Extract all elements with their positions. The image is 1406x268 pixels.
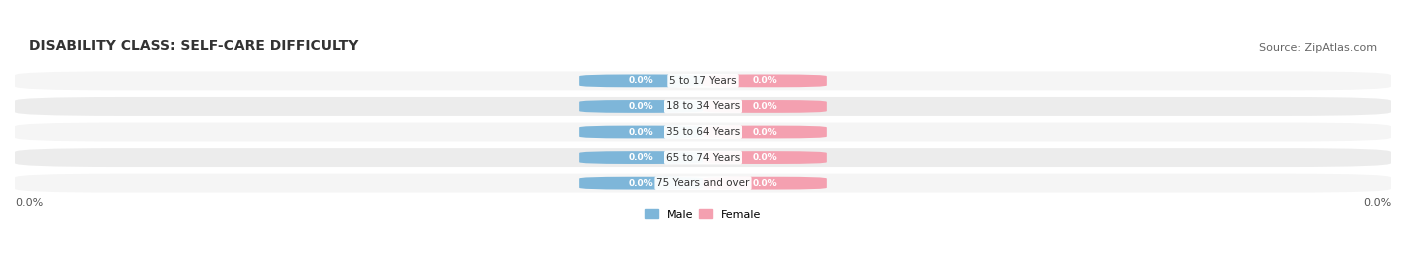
FancyBboxPatch shape <box>15 174 1391 193</box>
Text: 75 Years and over: 75 Years and over <box>657 178 749 188</box>
Text: 0.0%: 0.0% <box>752 76 778 85</box>
FancyBboxPatch shape <box>703 126 827 138</box>
Text: 0.0%: 0.0% <box>628 76 654 85</box>
Legend: Male, Female: Male, Female <box>640 205 766 224</box>
FancyBboxPatch shape <box>579 177 703 189</box>
Text: 5 to 17 Years: 5 to 17 Years <box>669 76 737 86</box>
FancyBboxPatch shape <box>579 126 703 138</box>
FancyBboxPatch shape <box>579 151 703 164</box>
Text: 65 to 74 Years: 65 to 74 Years <box>666 152 740 163</box>
FancyBboxPatch shape <box>703 151 827 164</box>
Text: 0.0%: 0.0% <box>15 198 44 208</box>
FancyBboxPatch shape <box>579 100 703 113</box>
Text: 0.0%: 0.0% <box>752 153 778 162</box>
Text: Source: ZipAtlas.com: Source: ZipAtlas.com <box>1260 43 1378 53</box>
FancyBboxPatch shape <box>579 75 703 87</box>
Text: 0.0%: 0.0% <box>628 102 654 111</box>
FancyBboxPatch shape <box>15 97 1391 116</box>
Text: 0.0%: 0.0% <box>628 153 654 162</box>
Text: 0.0%: 0.0% <box>752 102 778 111</box>
Text: 0.0%: 0.0% <box>1362 198 1391 208</box>
Text: DISABILITY CLASS: SELF-CARE DIFFICULTY: DISABILITY CLASS: SELF-CARE DIFFICULTY <box>28 39 359 53</box>
FancyBboxPatch shape <box>703 100 827 113</box>
Text: 0.0%: 0.0% <box>752 128 778 136</box>
Text: 0.0%: 0.0% <box>628 128 654 136</box>
Text: 35 to 64 Years: 35 to 64 Years <box>666 127 740 137</box>
Text: 0.0%: 0.0% <box>752 179 778 188</box>
FancyBboxPatch shape <box>15 122 1391 142</box>
Text: 18 to 34 Years: 18 to 34 Years <box>666 102 740 111</box>
FancyBboxPatch shape <box>703 177 827 189</box>
Text: 0.0%: 0.0% <box>628 179 654 188</box>
FancyBboxPatch shape <box>15 148 1391 167</box>
FancyBboxPatch shape <box>703 75 827 87</box>
FancyBboxPatch shape <box>15 72 1391 90</box>
